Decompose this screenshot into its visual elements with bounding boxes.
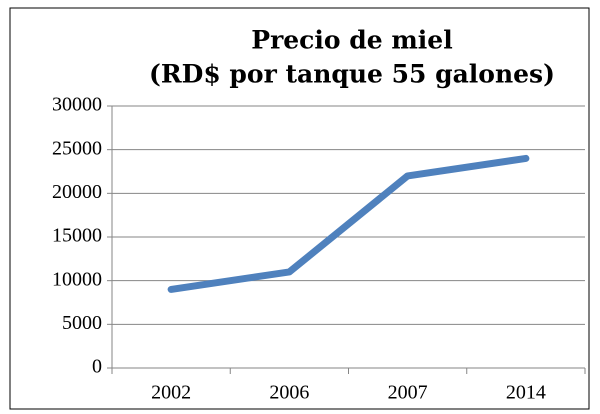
y-tick-label: 20000 xyxy=(52,181,102,203)
y-tick-label: 0 xyxy=(92,356,102,378)
chart-title: Precio de miel xyxy=(251,26,452,55)
y-tick-label: 15000 xyxy=(52,225,102,247)
x-tick-label: 2002 xyxy=(151,382,191,404)
chart-frame xyxy=(9,7,590,410)
x-tick-label: 2007 xyxy=(388,382,428,404)
x-tick-label: 2014 xyxy=(506,382,546,404)
y-tick-label: 10000 xyxy=(52,268,102,290)
chart-subtitle: (RD$ por tanque 55 galones) xyxy=(149,60,555,89)
y-tick-label: 5000 xyxy=(62,312,102,334)
x-tick-label: 2006 xyxy=(269,382,309,404)
y-tick-label: 25000 xyxy=(52,137,102,159)
data-line xyxy=(167,154,530,293)
y-tick-label: 30000 xyxy=(52,94,102,116)
